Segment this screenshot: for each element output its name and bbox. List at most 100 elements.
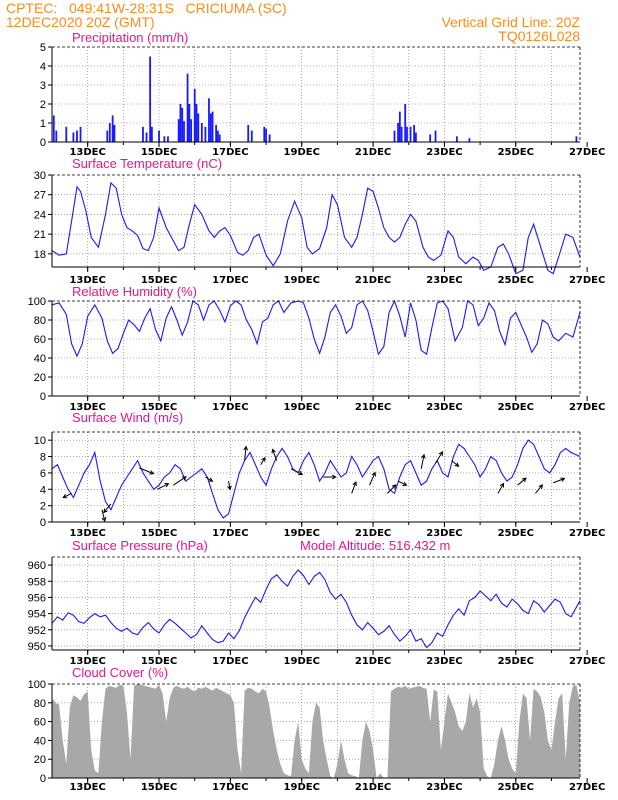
wind-arrow [103,503,112,513]
wind-arrow-head [352,481,357,487]
x-tick-label: 27DEC [569,275,605,286]
precip-bar [190,119,193,142]
header-location: CPTEC: 049:41W-28:31S CRICIUMA (SC) [6,0,287,16]
precip-bar [263,126,266,142]
y-tick-label: 0 [40,517,46,529]
wind-arrow [272,449,278,461]
precip-bar [188,104,191,142]
wind-arrow [290,468,303,475]
precip-bar [218,134,221,142]
x-tick-label: 21DEC [355,782,391,793]
wind-arrow-head [371,471,376,477]
wind-arrow-head [538,484,544,489]
y-tick-label: 0 [40,773,46,785]
wind-arrow [205,476,213,482]
wind-arrow [553,478,565,484]
wind-arrow [420,454,425,469]
precip-bar [200,123,203,142]
precip-bar [398,111,401,142]
y-tick-label: 80 [34,698,46,710]
y-tick-label: 4 [40,61,46,73]
x-tick-label: 25DEC [498,782,534,793]
y-tick-label: 20 [34,754,46,766]
panel-title: Surface Temperature (nC) [72,156,222,171]
x-tick-label: 27DEC [569,656,605,667]
wind-arrow-head [261,456,266,462]
y-tick-label: 1 [40,118,46,130]
wind-arrow [260,457,266,465]
precip-bar [52,115,55,142]
x-tick-label: 19DEC [284,782,320,793]
panel-title: Precipitation (mm/h) [72,30,188,45]
x-tick-label: 19DEC [284,528,320,539]
precip-bar [404,104,407,142]
x-tick-label: 19DEC [284,275,320,286]
x-tick-label: 21DEC [355,656,391,667]
wind-arrow-head [391,484,397,489]
panel-title: Cloud Cover (%) [72,665,168,680]
y-tick-label: 40 [34,735,46,747]
x-tick-label: 25DEC [498,275,534,286]
wind-arrow-head [164,483,170,488]
precip-bar [434,130,437,142]
x-tick-label: 21DEC [355,147,391,158]
y-tick-label: 2 [40,99,46,111]
wind-arrow-head [208,477,214,482]
x-tick-label: 17DEC [212,528,248,539]
x-tick-label: 17DEC [212,275,248,286]
x-tick-label: 27DEC [569,147,605,158]
precip-bar [72,132,75,142]
precip-bar [265,128,267,142]
panel-annotation: Model Altitude: 516.432 m [300,538,450,553]
x-tick-label: 23DEC [426,528,462,539]
y-tick-label: 960 [28,560,46,572]
y-tick-label: 0 [40,137,46,149]
panel-title: Relative Humidity (%) [72,284,197,299]
wind-arrow [157,483,169,490]
precip-bar [193,88,196,142]
wind-arrow-head [103,508,108,514]
precip-bar [247,124,250,142]
precip-bar [177,119,180,142]
panel-title: Surface Pressure (hPa) [72,538,208,553]
x-tick-label: 21DEC [355,275,391,286]
precip-bar [195,104,198,142]
precip-bar [111,115,114,142]
precip-bar [106,130,109,142]
x-tick-label: 13DEC [69,402,105,413]
wind-arrow-head [521,477,527,483]
wind-arrow-head [227,485,232,491]
precip-bar [179,104,182,142]
x-tick-label: 25DEC [498,656,534,667]
precip-bar [183,121,185,142]
precip-bar [204,126,207,142]
y-tick-label: 2 [40,501,46,513]
x-tick-label: 17DEC [212,782,248,793]
precip-bar [413,124,416,142]
y-tick-label: 18 [34,249,46,261]
wind-arrow-head [149,470,155,475]
y-tick-label: 956 [28,592,46,604]
precip-bar [406,126,408,142]
precip-bar [209,113,212,142]
y-tick-label: 4 [40,484,46,496]
x-tick-label: 15DEC [141,147,177,158]
header-vertical-grid: Vertical Grid Line: 20Z [441,14,580,30]
wind-arrow-head [62,493,68,499]
wind-arrow-head [454,462,460,467]
y-tick-label: 8 [40,452,46,464]
precip-bar [197,113,200,142]
wind-arrow [517,477,527,486]
x-tick-label: 15DEC [141,782,177,793]
y-tick-label: 24 [34,209,46,221]
y-tick-label: 40 [34,353,46,365]
precip-bar [456,136,458,142]
y-tick-label: 952 [28,625,46,637]
wind-arrow [351,481,357,494]
x-tick-label: 25DEC [498,528,534,539]
precip-bar [468,138,471,142]
wind-arrow-head [499,482,505,488]
precip-bar [76,130,78,142]
x-tick-label: 15DEC [141,656,177,667]
